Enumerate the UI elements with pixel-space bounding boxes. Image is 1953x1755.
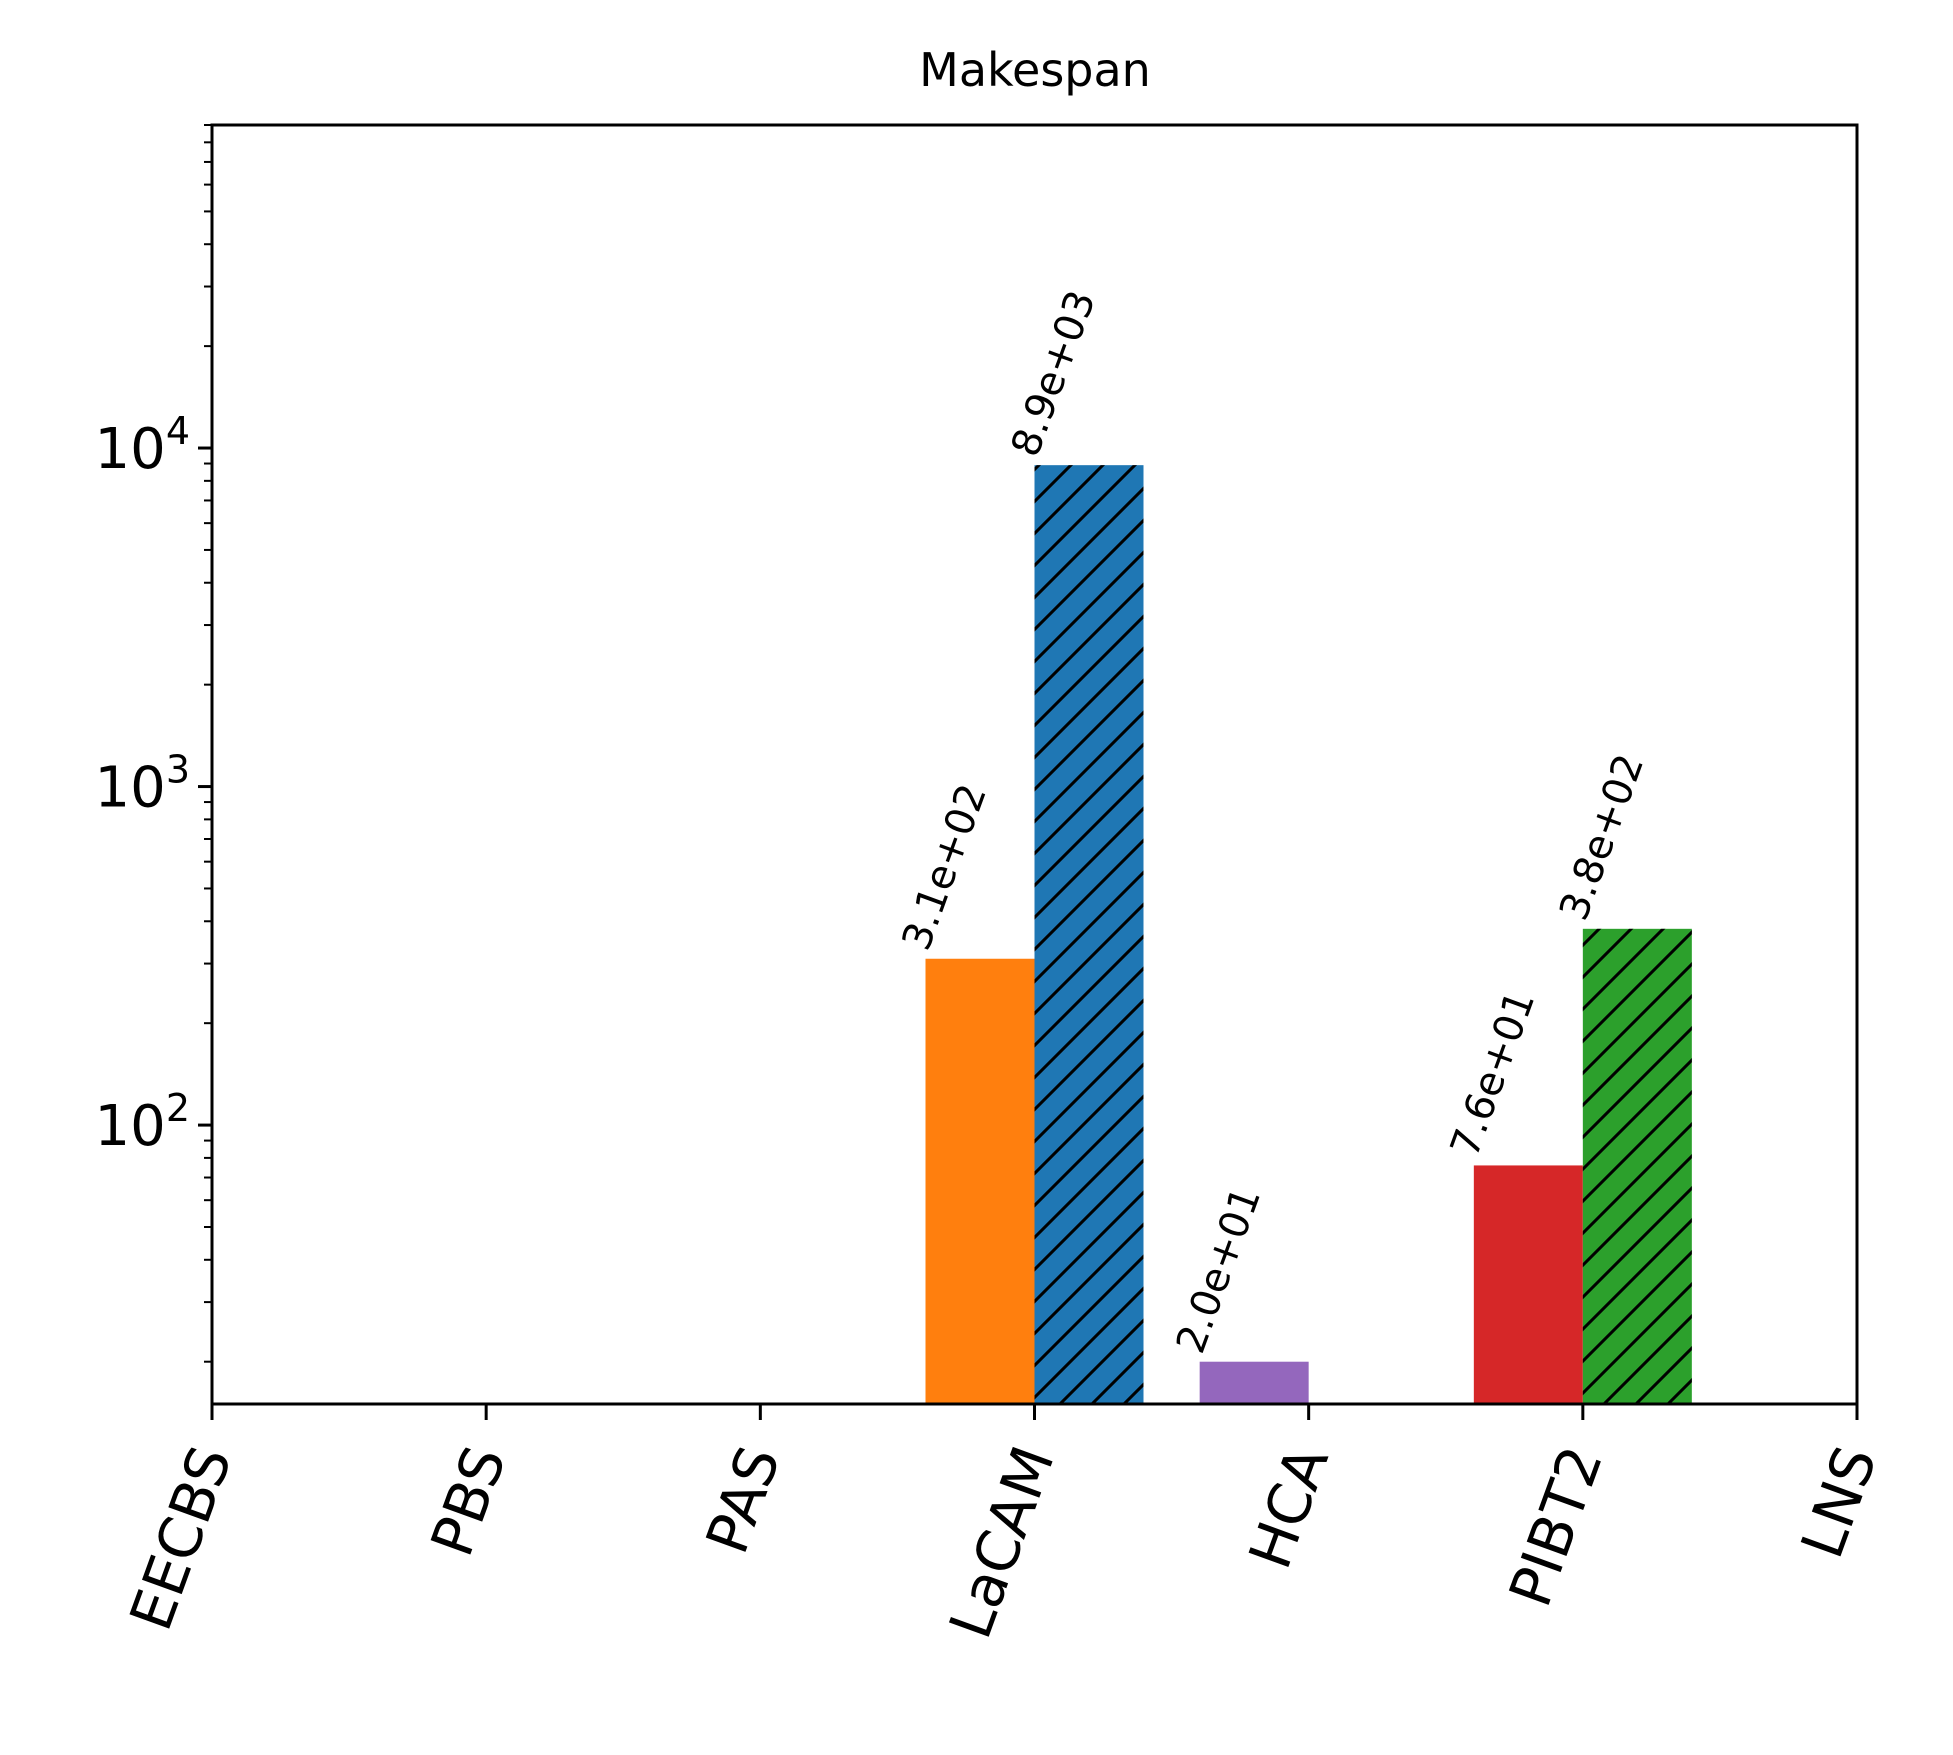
bar-value-label: 3.1e+02 [894, 778, 996, 956]
bar-value-label: 8.9e+03 [1003, 285, 1105, 463]
x-tick-label: LNS [1788, 1438, 1890, 1567]
x-tick-label: LaCAM [936, 1438, 1068, 1647]
bar-value-label: 7.6e+01 [1442, 985, 1544, 1163]
bar-hatch-pibt2-right [1582, 928, 1692, 1404]
bars-layer: 3.1e+02 8.9e+03 2.0e+01 7.6e+013.8e+02 [894, 285, 1692, 1404]
y-tick-label: 102 [95, 1086, 190, 1159]
y-tick-label: 103 [95, 748, 190, 821]
bar-hatch-lacam-right [1034, 465, 1144, 1404]
x-tick-label: EECBS [116, 1438, 245, 1639]
chart-title: Makespan [919, 43, 1151, 97]
x-tick-label: PBS [418, 1438, 520, 1565]
bar-value-label: 2.0e+01 [1168, 1181, 1270, 1359]
x-tick-label: HCA [1236, 1437, 1342, 1577]
bar-lacam-left [925, 958, 1035, 1404]
bar-pibt2-left [1473, 1165, 1583, 1404]
y-tick-label: 104 [95, 409, 190, 482]
bar-hca-left [1199, 1361, 1309, 1404]
ticks-layer: EECBS PBS PAS LaCAM HCA PIBT2 LNS 102 103 104 [95, 124, 1890, 1647]
bar-value-label: 3.8e+02 [1551, 748, 1653, 926]
x-tick-label: PIBT2 [1496, 1438, 1616, 1616]
plot-frame [210, 123, 1859, 1406]
x-tick-label: PAS [693, 1438, 794, 1563]
